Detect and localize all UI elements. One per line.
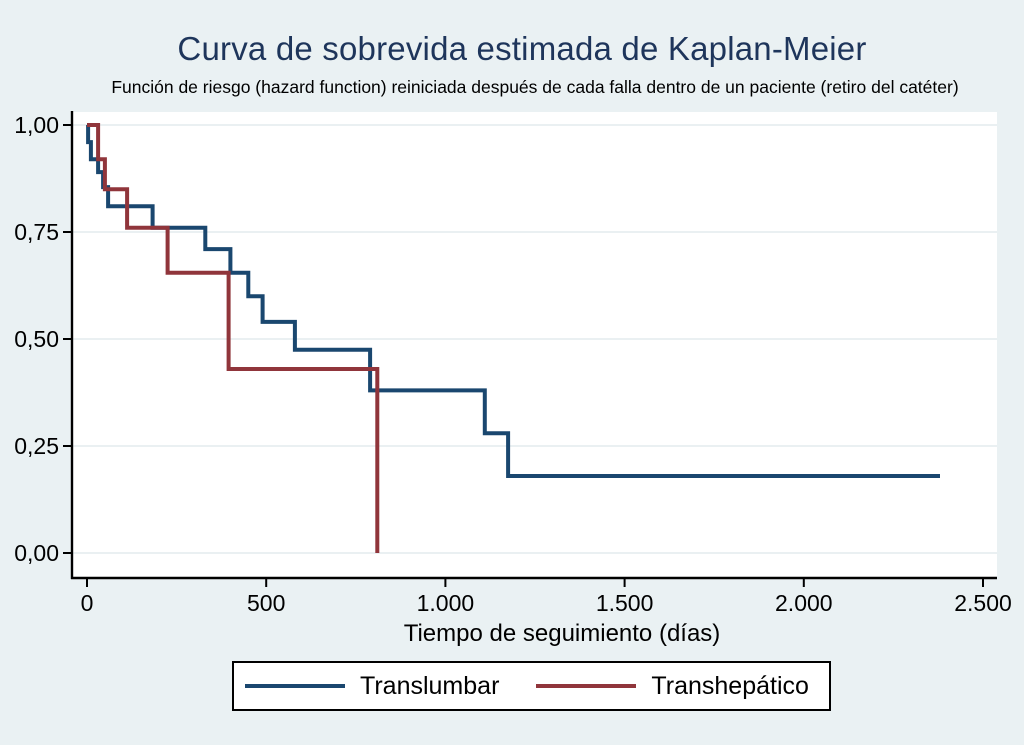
y-tick-label: 0,25 (14, 433, 59, 459)
y-tick-label: 0,75 (14, 219, 59, 245)
legend-swatch-translumbar (245, 684, 345, 688)
x-axis-title: Tiempo de seguimiento (días) (403, 620, 721, 647)
legend-label-translumbar: Translumbar (360, 671, 500, 700)
x-tick-label: 2.500 (954, 590, 1012, 616)
chart-title: Curva de sobrevida estimada de Kaplan-Me… (177, 30, 867, 67)
x-tick-label: 0 (81, 590, 94, 616)
plot-background (73, 112, 997, 578)
y-tick-label: 0,50 (14, 326, 59, 352)
x-tick-label: 1.000 (417, 590, 475, 616)
chart-subtitle: Función de riesgo (hazard function) rein… (111, 77, 959, 97)
x-tick-label: 1.500 (596, 590, 654, 616)
legend: Translumbar Transhepático (232, 661, 831, 711)
series-transhepatico (87, 123, 380, 553)
x-tick-label: 2.000 (775, 590, 833, 616)
legend-swatch-transhepatico (536, 684, 637, 688)
y-tick-label: 1,00 (14, 112, 59, 138)
y-tick-label: 0,00 (14, 540, 59, 566)
x-tick-label: 500 (247, 590, 285, 616)
legend-label-transhepatico: Transhepático (651, 671, 809, 700)
